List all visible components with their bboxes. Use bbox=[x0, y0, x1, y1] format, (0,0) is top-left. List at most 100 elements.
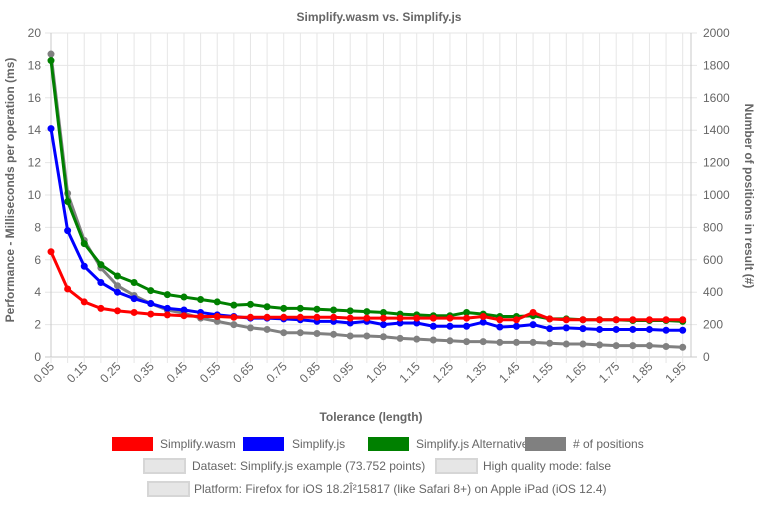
data-point bbox=[230, 313, 238, 321]
data-point bbox=[130, 308, 138, 316]
data-point bbox=[330, 306, 338, 314]
y-axis-left: 0 2 4 6 8 10 12 14 16 18 20 bbox=[28, 26, 42, 364]
data-point bbox=[296, 313, 304, 321]
chart-title: Simplify.wasm vs. Simplify.js bbox=[297, 10, 462, 24]
data-point bbox=[579, 316, 587, 324]
info-item-0[interactable]: Dataset: Simplify.js example (73.752 poi… bbox=[143, 458, 425, 474]
info-item-2[interactable]: Platform: Firefox for iOS 18.2Î²15817 (l… bbox=[147, 481, 607, 497]
data-point bbox=[546, 315, 554, 323]
data-point bbox=[612, 342, 620, 350]
data-point bbox=[596, 325, 604, 333]
data-point bbox=[296, 329, 304, 337]
data-point bbox=[463, 308, 471, 316]
data-point bbox=[346, 314, 354, 322]
data-point bbox=[47, 50, 55, 58]
y-tick-right: 1400 bbox=[703, 123, 730, 137]
data-point bbox=[413, 335, 421, 343]
data-point bbox=[147, 287, 155, 295]
y-tick-right: 1200 bbox=[703, 156, 730, 170]
data-point bbox=[379, 333, 387, 341]
data-point bbox=[562, 340, 570, 348]
data-point bbox=[679, 326, 687, 334]
data-point bbox=[330, 313, 338, 321]
info-item-1[interactable]: High quality mode: false bbox=[435, 458, 611, 474]
data-point bbox=[446, 314, 454, 322]
info-legend[interactable]: Dataset: Simplify.js example (73.752 poi… bbox=[143, 458, 611, 497]
data-point bbox=[679, 316, 687, 324]
y-tick-left: 20 bbox=[28, 26, 42, 40]
data-point bbox=[446, 337, 454, 345]
data-point bbox=[363, 314, 371, 322]
data-point bbox=[396, 334, 404, 342]
data-point bbox=[645, 316, 653, 324]
data-point bbox=[263, 313, 271, 321]
legend-swatch bbox=[112, 437, 153, 451]
y-tick-right: 1800 bbox=[703, 58, 730, 72]
data-point bbox=[379, 308, 387, 316]
data-point bbox=[463, 314, 471, 322]
data-point bbox=[612, 316, 620, 324]
data-point bbox=[429, 314, 437, 322]
legend-swatch bbox=[243, 437, 284, 451]
legend-label: # of positions bbox=[573, 437, 644, 451]
data-point bbox=[529, 308, 537, 316]
legend-item-3[interactable]: # of positions bbox=[525, 437, 644, 451]
data-point bbox=[230, 321, 238, 329]
data-point bbox=[463, 322, 471, 330]
x-axis-title: Tolerance (length) bbox=[319, 410, 422, 424]
legend-item-1[interactable]: Simplify.js bbox=[243, 437, 345, 451]
data-point bbox=[496, 338, 504, 346]
data-point bbox=[662, 342, 670, 350]
data-point bbox=[562, 324, 570, 332]
data-point bbox=[512, 338, 520, 346]
data-point bbox=[463, 338, 471, 346]
data-point bbox=[346, 307, 354, 315]
data-point bbox=[662, 326, 670, 334]
legend-item-2[interactable]: Simplify.js Alternative bbox=[368, 437, 529, 451]
data-point bbox=[113, 282, 121, 290]
y-axis-right: 0 200 400 600 800 1000 1200 1400 1600 1800 2000 bbox=[703, 26, 730, 364]
y-tick-right: 600 bbox=[703, 253, 723, 267]
y-tick-left: 8 bbox=[34, 220, 41, 234]
y-tick-right: 200 bbox=[703, 318, 723, 332]
y-axis-right-title: Number of positions in result (#) bbox=[742, 104, 756, 289]
data-point bbox=[363, 308, 371, 316]
data-point bbox=[546, 325, 554, 333]
data-point bbox=[662, 316, 670, 324]
y-tick-left: 10 bbox=[28, 188, 42, 202]
data-point bbox=[629, 325, 637, 333]
data-point bbox=[313, 305, 321, 313]
data-point bbox=[230, 301, 238, 309]
data-point bbox=[213, 313, 221, 320]
data-point bbox=[363, 332, 371, 340]
y-tick-right: 400 bbox=[703, 285, 723, 299]
data-point bbox=[313, 313, 321, 321]
data-point bbox=[97, 278, 105, 286]
data-point bbox=[479, 313, 487, 320]
legend[interactable]: Simplify.wasm Simplify.js Simplify.js Alte… bbox=[112, 437, 644, 451]
data-point bbox=[529, 338, 537, 346]
data-point bbox=[246, 324, 254, 332]
data-point bbox=[629, 316, 637, 324]
data-point bbox=[197, 313, 205, 320]
legend-swatch bbox=[368, 437, 409, 451]
data-point bbox=[596, 341, 604, 349]
data-point bbox=[64, 197, 72, 205]
data-point bbox=[130, 295, 138, 303]
data-point bbox=[130, 278, 138, 286]
data-point bbox=[113, 288, 121, 296]
data-point bbox=[97, 304, 105, 312]
legend-label: Simplify.wasm bbox=[160, 437, 236, 451]
series-0 bbox=[47, 248, 687, 324]
legend-item-0[interactable]: Simplify.wasm bbox=[112, 437, 236, 451]
data-point bbox=[379, 314, 387, 322]
data-point bbox=[180, 306, 188, 314]
data-point bbox=[246, 300, 254, 308]
data-point bbox=[197, 295, 205, 303]
data-point bbox=[246, 313, 254, 321]
data-point bbox=[645, 325, 653, 333]
data-point bbox=[612, 325, 620, 333]
y-tick-right: 1600 bbox=[703, 91, 730, 105]
data-point bbox=[280, 313, 288, 321]
